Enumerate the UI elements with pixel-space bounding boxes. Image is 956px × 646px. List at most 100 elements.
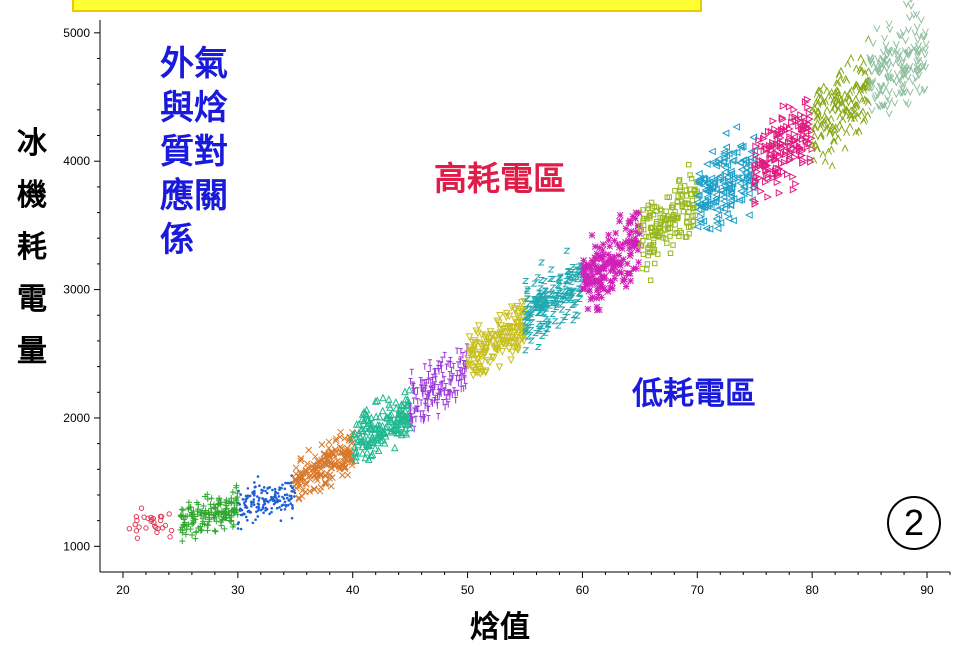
data-point (856, 65, 864, 73)
data-point (227, 518, 234, 525)
data-point (331, 446, 339, 453)
data-point (867, 55, 875, 63)
data-point (622, 238, 629, 246)
data-point (498, 336, 506, 345)
data-point (632, 215, 639, 222)
data-point (187, 526, 194, 533)
data-point (780, 149, 788, 158)
data-point (823, 86, 831, 95)
data-point (247, 509, 251, 513)
data-point (521, 306, 530, 313)
data-point (330, 461, 338, 469)
data-point (760, 147, 769, 155)
data-point (507, 328, 515, 337)
data-point (510, 316, 519, 324)
data-point (819, 99, 827, 107)
data-point (712, 219, 721, 227)
data-point (875, 65, 883, 74)
data-point (317, 465, 325, 473)
data-point (805, 120, 813, 128)
data-point (206, 514, 213, 521)
data-point (525, 315, 534, 322)
data-point (534, 310, 543, 317)
data-point (618, 269, 625, 277)
data-point (374, 438, 382, 447)
data-point (720, 154, 728, 162)
data-point (507, 340, 516, 348)
data-point (878, 59, 886, 67)
data-point (542, 291, 550, 298)
data-point (317, 483, 325, 491)
data-point (906, 14, 914, 22)
data-point (594, 285, 602, 293)
data-point (645, 202, 651, 209)
data-point (448, 361, 453, 368)
data-point (843, 76, 851, 84)
data-point (280, 504, 284, 507)
data-point (626, 252, 634, 260)
data-point (801, 98, 810, 106)
data-point (268, 512, 271, 516)
data-point (573, 312, 582, 319)
data-point (852, 128, 860, 136)
data-point (564, 277, 572, 284)
data-point (605, 236, 613, 244)
data-point (236, 501, 240, 505)
data-point (211, 527, 218, 534)
y-axis-label-char: 機 (17, 178, 47, 213)
title-line: 係 (160, 220, 194, 260)
data-point (201, 521, 208, 528)
data-point (297, 455, 305, 462)
data-point (580, 271, 587, 279)
data-point (761, 142, 770, 150)
data-point (589, 272, 597, 280)
data-point (271, 488, 274, 492)
data-point (386, 427, 395, 436)
data-point (876, 103, 884, 111)
data-point (897, 32, 905, 40)
data-point (811, 131, 818, 139)
data-point (477, 331, 486, 340)
data-point (635, 258, 642, 266)
data-point (259, 508, 263, 512)
data-point (289, 502, 293, 505)
data-point (707, 174, 716, 183)
data-point (718, 178, 727, 186)
data-point (399, 401, 407, 410)
data-point (703, 187, 712, 196)
data-point (627, 227, 635, 235)
data-point (713, 224, 722, 233)
data-point (808, 141, 816, 149)
data-point (200, 503, 207, 510)
data-point (893, 70, 901, 78)
data-point (665, 226, 671, 232)
data-point (563, 247, 571, 254)
title-line: 應關 (160, 176, 228, 216)
data-point (455, 347, 460, 355)
data-point (524, 333, 533, 340)
data-point (868, 60, 876, 69)
data-point (240, 513, 244, 517)
data-point (592, 276, 600, 284)
data-point (860, 83, 868, 91)
data-point (429, 398, 434, 406)
data-point (582, 278, 590, 286)
data-point (825, 147, 832, 155)
data-point (791, 113, 800, 121)
data-point (873, 63, 881, 71)
data-point (703, 195, 712, 203)
data-point (420, 379, 425, 386)
data-point (381, 423, 390, 432)
data-point (538, 322, 547, 329)
data-point (360, 416, 368, 425)
data-point (812, 98, 820, 106)
data-point (779, 124, 788, 133)
data-point (414, 405, 419, 412)
data-point (640, 251, 647, 258)
data-point (423, 385, 428, 392)
data-point (250, 504, 253, 508)
data-point (373, 396, 382, 405)
data-point (483, 333, 491, 342)
data-point (463, 382, 468, 390)
data-point (652, 260, 658, 267)
